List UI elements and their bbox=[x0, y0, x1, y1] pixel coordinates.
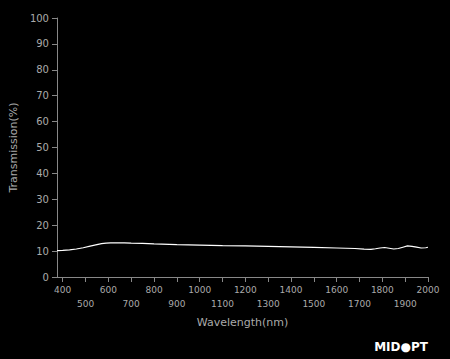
svg-text:1300: 1300 bbox=[257, 299, 280, 309]
svg-text:500: 500 bbox=[77, 299, 94, 309]
svg-text:1700: 1700 bbox=[348, 299, 371, 309]
svg-text:MID●PT: MID●PT bbox=[374, 340, 429, 354]
svg-text:700: 700 bbox=[123, 299, 140, 309]
svg-text:1200: 1200 bbox=[234, 285, 257, 295]
svg-text:90: 90 bbox=[36, 38, 49, 49]
svg-text:600: 600 bbox=[100, 285, 117, 295]
svg-text:10: 10 bbox=[36, 246, 49, 257]
svg-text:20: 20 bbox=[36, 220, 49, 231]
svg-text:Wavelength(nm): Wavelength(nm) bbox=[197, 316, 289, 329]
svg-text:1400: 1400 bbox=[280, 285, 303, 295]
svg-text:400: 400 bbox=[54, 285, 71, 295]
svg-text:2000: 2000 bbox=[417, 285, 440, 295]
svg-text:1100: 1100 bbox=[211, 299, 234, 309]
svg-text:50: 50 bbox=[36, 142, 49, 153]
svg-text:100: 100 bbox=[30, 13, 49, 24]
svg-text:80: 80 bbox=[36, 64, 49, 75]
svg-text:900: 900 bbox=[168, 299, 185, 309]
svg-text:800: 800 bbox=[145, 285, 162, 295]
svg-text:40: 40 bbox=[36, 168, 49, 179]
svg-text:1600: 1600 bbox=[325, 285, 348, 295]
svg-text:60: 60 bbox=[36, 116, 49, 127]
svg-text:1500: 1500 bbox=[302, 299, 325, 309]
svg-text:1900: 1900 bbox=[394, 299, 417, 309]
svg-text:70: 70 bbox=[36, 90, 49, 101]
svg-text:0: 0 bbox=[43, 272, 49, 283]
svg-text:30: 30 bbox=[36, 194, 49, 205]
svg-text:Transmission(%): Transmission(%) bbox=[7, 102, 20, 193]
svg-text:1800: 1800 bbox=[371, 285, 394, 295]
svg-text:1000: 1000 bbox=[188, 285, 211, 295]
